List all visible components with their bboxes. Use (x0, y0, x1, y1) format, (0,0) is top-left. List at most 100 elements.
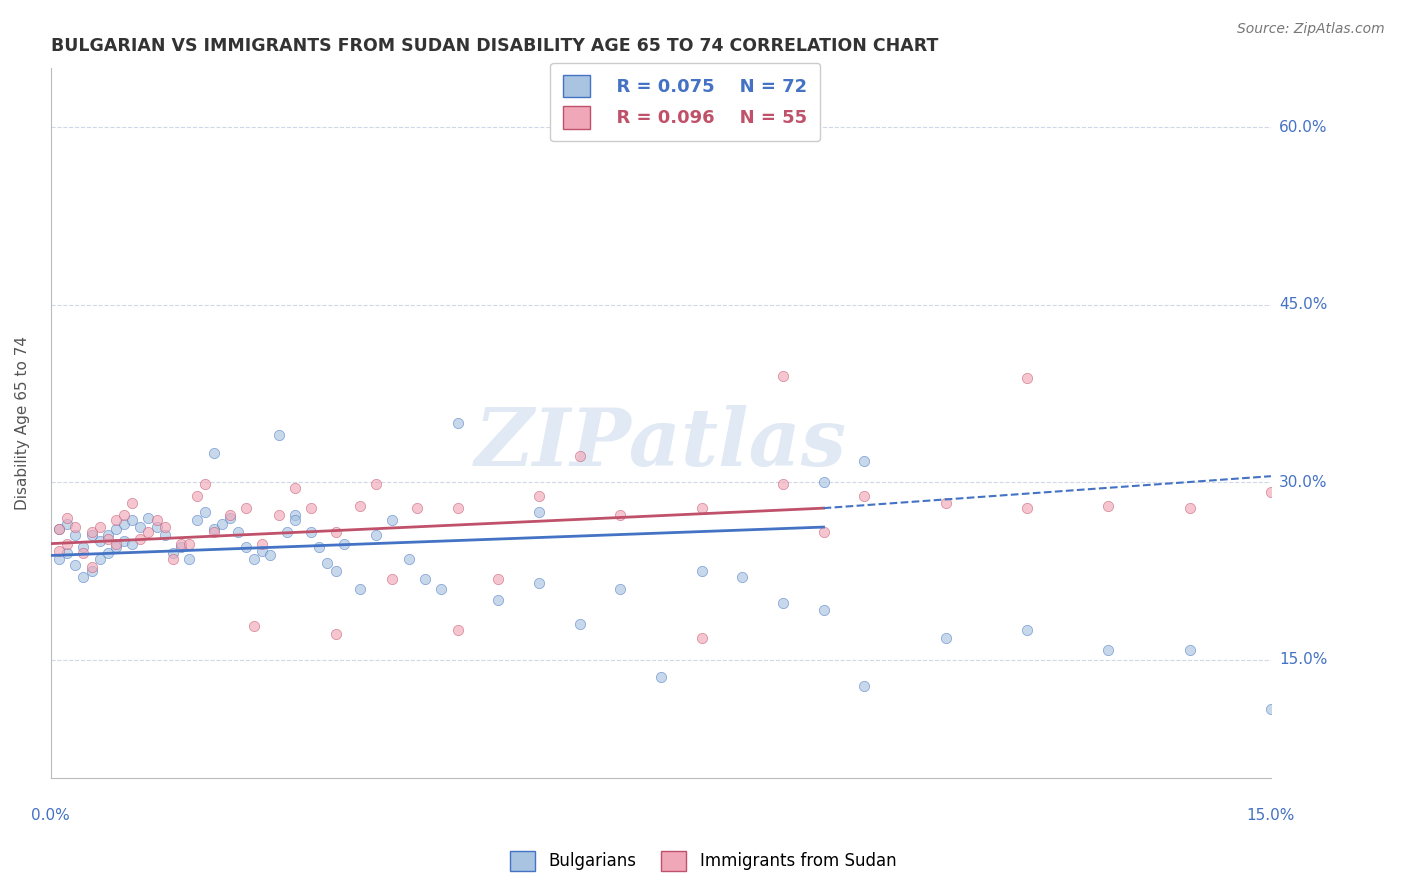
Point (935, 496, 957, 510)
Point (65, 558, 87, 572)
Point (486, 572, 509, 586)
Point (332, 536, 354, 550)
Point (1178, 643, 1201, 657)
Point (486, 593, 509, 607)
Point (1097, 643, 1119, 657)
Point (325, 626, 347, 640)
Point (186, 513, 208, 527)
Legend: Bulgarians, Immigrants from Sudan: Bulgarians, Immigrants from Sudan (502, 842, 904, 880)
Text: 0.0%: 0.0% (31, 808, 70, 823)
Point (186, 489, 208, 503)
Point (1015, 371, 1038, 385)
Point (284, 481, 307, 495)
Point (48, 552, 70, 566)
Point (121, 496, 143, 510)
Point (56, 510, 79, 524)
Point (48, 523, 70, 537)
Point (772, 368, 794, 383)
Point (284, 508, 307, 523)
Point (1015, 623, 1038, 637)
Point (112, 534, 135, 549)
Point (112, 508, 135, 523)
Point (104, 523, 127, 537)
Point (267, 508, 290, 523)
Point (235, 501, 257, 516)
Point (179, 536, 201, 550)
Point (80, 560, 103, 574)
Point (568, 449, 591, 463)
Point (527, 489, 550, 503)
Point (405, 501, 427, 516)
Point (252, 543, 274, 558)
Point (527, 575, 550, 590)
Point (731, 570, 754, 584)
Point (853, 454, 876, 468)
Point (97, 532, 120, 546)
Point (650, 670, 672, 684)
Point (381, 513, 404, 527)
Point (243, 552, 266, 566)
Point (813, 603, 835, 617)
Point (48, 543, 70, 558)
Point (72, 540, 94, 554)
Point (1015, 501, 1038, 516)
Point (366, 477, 388, 491)
Point (72, 570, 94, 584)
Point (446, 623, 468, 637)
Point (202, 523, 225, 537)
Point (813, 524, 835, 539)
Point (252, 536, 274, 550)
Point (690, 564, 713, 578)
Point (56, 546, 79, 560)
Point (853, 679, 876, 693)
Point (104, 536, 127, 550)
Point (690, 632, 713, 646)
Point (276, 524, 298, 539)
Y-axis label: Disability Age 65 to 74: Disability Age 65 to 74 (15, 336, 30, 510)
Point (772, 596, 794, 610)
Point (398, 552, 420, 566)
Text: 30.0%: 30.0% (1279, 475, 1327, 490)
Point (129, 532, 152, 546)
Point (80, 528, 103, 542)
Point (97, 528, 120, 542)
Point (267, 427, 290, 442)
Point (80, 524, 103, 539)
Point (568, 617, 591, 632)
Point (179, 552, 201, 566)
Point (89, 534, 111, 549)
Text: Source: ZipAtlas.com: Source: ZipAtlas.com (1237, 22, 1385, 37)
Point (153, 520, 176, 534)
Point (284, 513, 307, 527)
Point (259, 549, 281, 563)
Point (609, 582, 631, 596)
Point (121, 513, 143, 527)
Point (1097, 499, 1119, 513)
Point (194, 505, 217, 519)
Point (145, 513, 167, 527)
Point (935, 632, 957, 646)
Point (104, 513, 127, 527)
Point (129, 520, 152, 534)
Point (299, 501, 322, 516)
Text: ZIPatlas: ZIPatlas (475, 406, 846, 483)
Point (325, 564, 347, 578)
Point (226, 524, 249, 539)
Point (89, 520, 111, 534)
Point (170, 540, 193, 554)
Point (65, 520, 87, 534)
Point (211, 516, 233, 531)
Point (48, 523, 70, 537)
Point (243, 619, 266, 633)
Point (349, 499, 371, 513)
Point (112, 516, 135, 531)
Point (446, 416, 468, 430)
Point (194, 477, 217, 491)
Legend:   R = 0.075    N = 72,   R = 0.096    N = 55: R = 0.075 N = 72, R = 0.096 N = 55 (550, 62, 820, 141)
Point (56, 516, 79, 531)
Point (813, 475, 835, 489)
Point (162, 552, 184, 566)
Point (446, 501, 468, 516)
Point (325, 524, 347, 539)
Point (138, 524, 160, 539)
